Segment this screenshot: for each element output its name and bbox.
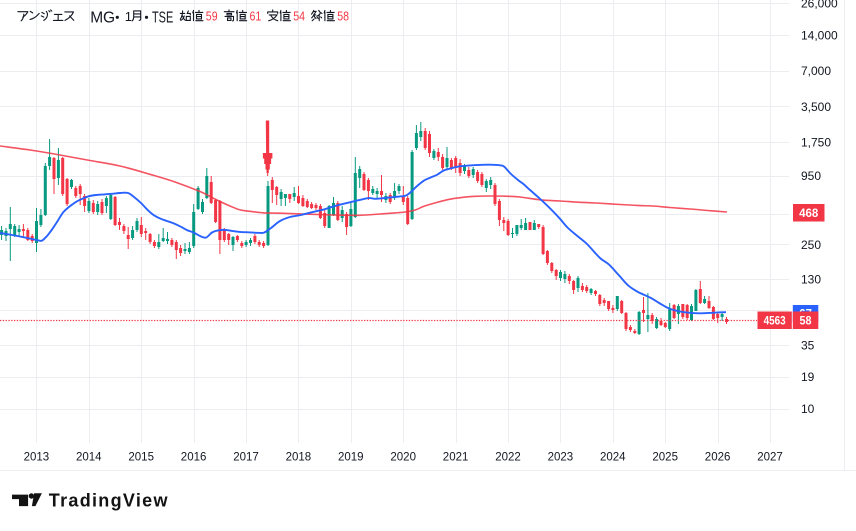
svg-text:58: 58 (800, 316, 813, 328)
svg-text:59: 59 (206, 8, 218, 23)
svg-text:2014: 2014 (76, 451, 102, 463)
svg-text:7,000: 7,000 (801, 64, 831, 78)
svg-text:14,000: 14,000 (801, 29, 838, 43)
svg-text:TradingView: TradingView (49, 491, 169, 511)
svg-text:468: 468 (799, 208, 819, 220)
svg-text:TSE: TSE (152, 10, 173, 27)
svg-text:4563: 4563 (764, 316, 786, 328)
svg-text:3,500: 3,500 (801, 100, 831, 114)
svg-text:2017: 2017 (233, 451, 259, 463)
svg-text:2025: 2025 (652, 451, 678, 463)
svg-text:G: G (103, 10, 115, 27)
svg-text:2019: 2019 (338, 451, 364, 463)
svg-text:2027: 2027 (757, 451, 783, 463)
svg-text:2022: 2022 (495, 451, 521, 463)
svg-text:58: 58 (337, 8, 349, 23)
svg-text:35: 35 (801, 339, 815, 353)
svg-text:10: 10 (801, 402, 815, 416)
svg-text:19: 19 (801, 370, 815, 384)
svg-text:1,750: 1,750 (801, 136, 831, 150)
svg-text:250: 250 (801, 238, 821, 252)
svg-text:26,000: 26,000 (801, 0, 838, 11)
svg-text:2015: 2015 (128, 451, 154, 463)
svg-text:2016: 2016 (181, 451, 207, 463)
svg-text:2024: 2024 (600, 451, 626, 463)
svg-text:2020: 2020 (390, 451, 416, 463)
svg-text:130: 130 (801, 273, 821, 287)
svg-text:2013: 2013 (24, 451, 50, 463)
svg-text:61: 61 (250, 8, 262, 23)
svg-text:2021: 2021 (443, 451, 469, 463)
svg-text:54: 54 (293, 8, 305, 23)
svg-text:2018: 2018 (286, 451, 312, 463)
svg-text:M: M (90, 10, 103, 27)
svg-text:1: 1 (125, 9, 132, 24)
svg-text:2023: 2023 (548, 451, 574, 463)
svg-text:2026: 2026 (705, 451, 731, 463)
svg-text:950: 950 (801, 169, 821, 183)
